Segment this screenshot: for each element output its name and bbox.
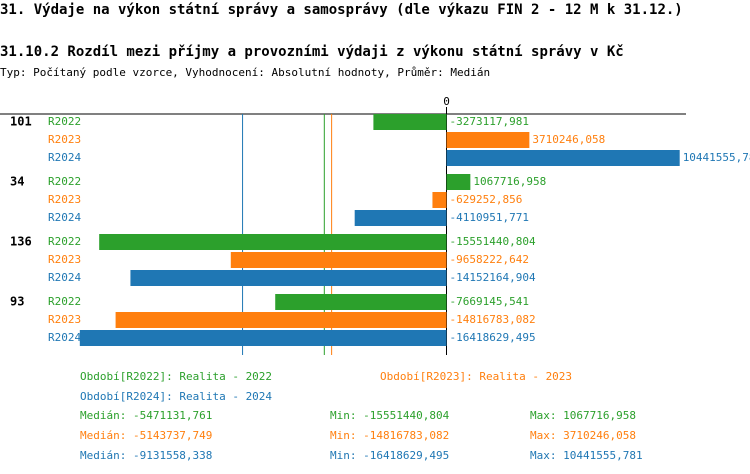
- group-label: 93: [10, 295, 24, 309]
- stat-label: Max:: [530, 449, 557, 462]
- series-label: R2024: [48, 151, 81, 164]
- stat-label: Min:: [330, 449, 357, 462]
- series-label: R2023: [48, 313, 81, 326]
- value-label: -15551440,804: [450, 235, 536, 248]
- stat-value: 1067716,958: [563, 409, 636, 422]
- stat-value: -14816783,082: [363, 429, 449, 442]
- series-label: R2023: [48, 133, 81, 146]
- stat-value: -9131558,338: [133, 449, 212, 462]
- value-label: -14152164,904: [450, 271, 536, 284]
- value-label: -14816783,082: [450, 313, 536, 326]
- legend-entry: Období[R2024]: Realita - 2024: [80, 390, 272, 403]
- x-tick-label: 0: [443, 95, 450, 108]
- bar: [446, 132, 530, 148]
- value-label: -3273117,981: [450, 115, 529, 128]
- value-label: 1067716,958: [473, 175, 546, 188]
- stat-label: Medián:: [80, 429, 126, 442]
- group-label: 136: [10, 235, 32, 249]
- legend-entry: Období[R2023]: Realita - 2023: [380, 370, 572, 383]
- series-label: R2024: [48, 331, 81, 344]
- bar: [432, 192, 447, 208]
- bar: [99, 234, 447, 250]
- value-label: 3710246,058: [532, 133, 605, 146]
- series-label: R2023: [48, 253, 81, 266]
- value-label: -16418629,495: [450, 331, 536, 344]
- bar: [446, 174, 471, 190]
- chart-title: 31.10.2 Rozdíl mezi příjmy a provozními …: [0, 44, 624, 60]
- stat-value: -5471131,761: [133, 409, 212, 422]
- stat-value: 3710246,058: [563, 429, 636, 442]
- value-label: -4110951,771: [450, 211, 529, 224]
- stat-value: 10441555,781: [563, 449, 642, 462]
- stat-label: Min:: [330, 429, 357, 442]
- bar: [230, 252, 447, 268]
- chart-subtitle: Typ: Počítaný podle vzorce, Vyhodnocení:…: [0, 66, 490, 79]
- stat-label: Max:: [530, 429, 557, 442]
- value-label: -629252,856: [450, 193, 523, 206]
- bar: [354, 210, 447, 226]
- stat-value: -5143737,749: [133, 429, 212, 442]
- value-label: -9658222,642: [450, 253, 529, 266]
- series-label: R2022: [48, 235, 81, 248]
- page-title: 31. Výdaje na výkon státní správy a samo…: [0, 2, 683, 18]
- series-label: R2022: [48, 295, 81, 308]
- stat-label: Medián:: [80, 409, 126, 422]
- series-label: R2022: [48, 115, 81, 128]
- stat-value: -16418629,495: [363, 449, 449, 462]
- stat-label: Max:: [530, 409, 557, 422]
- group-label: 34: [10, 175, 24, 189]
- bar: [130, 270, 447, 286]
- stat-label: Min:: [330, 409, 357, 422]
- group-label: 101: [10, 115, 32, 129]
- value-label: 10441555,781: [683, 151, 750, 164]
- bar: [446, 150, 680, 166]
- series-label: R2022: [48, 175, 81, 188]
- value-label: -7669145,541: [450, 295, 529, 308]
- legend-entry: Období[R2022]: Realita - 2022: [80, 370, 272, 383]
- bar: [373, 114, 447, 130]
- series-label: R2023: [48, 193, 81, 206]
- stat-label: Medián:: [80, 449, 126, 462]
- bar: [115, 312, 447, 328]
- series-label: R2024: [48, 271, 81, 284]
- series-label: R2024: [48, 211, 81, 224]
- bar: [275, 294, 447, 310]
- bar: [79, 330, 447, 346]
- stat-value: -15551440,804: [363, 409, 449, 422]
